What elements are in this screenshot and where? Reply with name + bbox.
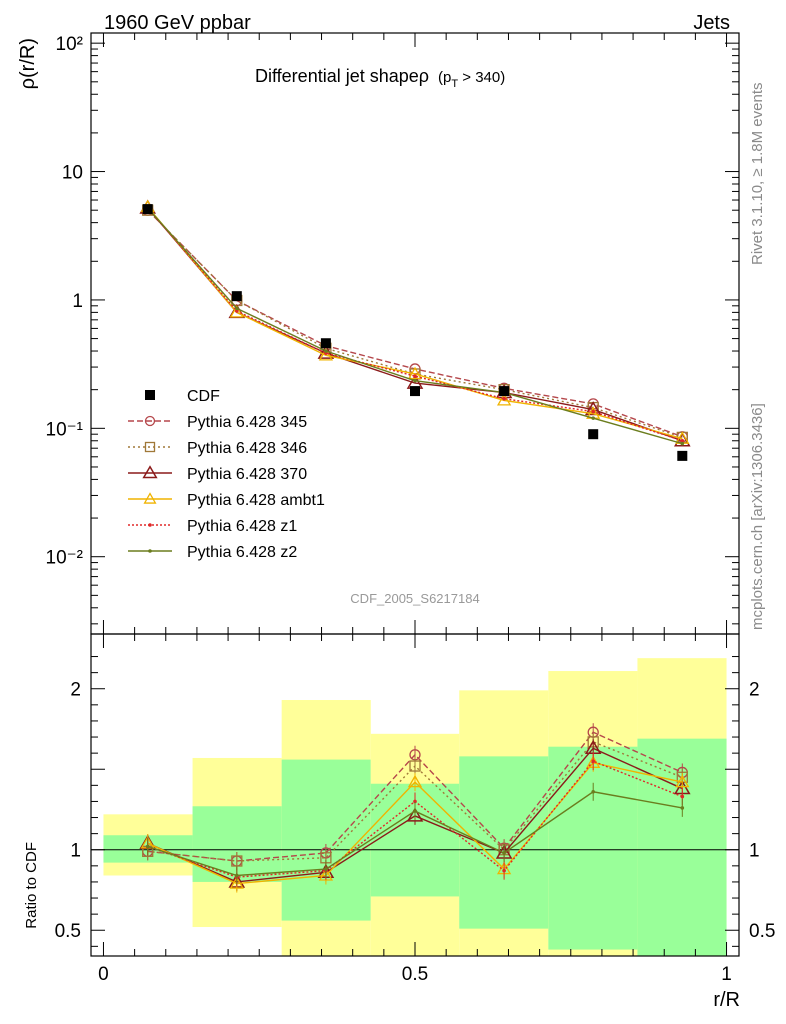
ratio-series-point: [591, 789, 595, 794]
ratio-series-point: [318, 868, 334, 881]
process-label: Jets: [693, 12, 730, 34]
legend-label: Pythia 6.428 346: [187, 440, 307, 457]
legend-marker: [143, 492, 157, 504]
ratio-series-point: [406, 807, 424, 822]
ratio-series-point: [680, 806, 685, 810]
energy-label: 1960 GeV ppbar: [104, 12, 251, 34]
series-line: [147, 209, 683, 438]
series-point: [584, 401, 602, 416]
cdf-data-point: [410, 386, 420, 397]
ratio-series-point: [235, 873, 239, 878]
ratio-series: [139, 723, 691, 893]
ratio-y-tick-label-right: 1: [749, 841, 760, 862]
series-point: [229, 305, 244, 318]
x-tick-label: 1: [721, 964, 732, 985]
series-point: [235, 309, 239, 313]
legend-marker: [144, 415, 156, 427]
series-point: [324, 349, 328, 353]
chart-title: Differential jet shapeρ (pT > 340): [255, 66, 505, 90]
y-tick-label: 1: [72, 291, 83, 312]
x-tick-label: 0: [98, 964, 109, 985]
cdf-data-point: [588, 429, 599, 440]
legend: CDF Pythia 6.428 345 Pythia 6.428 346 Pythi…: [128, 388, 325, 561]
series-line: [147, 209, 683, 439]
ratio-series-point: [229, 876, 244, 889]
chart-title-sub: (p: [438, 69, 451, 86]
series-point: [680, 438, 685, 443]
ratio-series-point: [231, 855, 243, 867]
ratio-series-point: [145, 844, 150, 849]
ratio-series-point: [407, 774, 423, 788]
series-point: [591, 409, 595, 414]
series-point: [318, 348, 334, 361]
legend-label: Pythia 6.428 z1: [187, 518, 297, 535]
chart-title-main: Differential jet shapeρ: [255, 66, 429, 86]
ratio-series-point: [324, 867, 328, 871]
legend-marker: [148, 549, 152, 553]
green-band: [281, 759, 371, 921]
series-point: [235, 306, 239, 311]
series-point: [591, 416, 595, 420]
cdf-data-point: [320, 338, 331, 349]
cdf-data-point: [142, 204, 153, 215]
main-y-axis-title: ρ(r/R): [17, 38, 39, 89]
y-tick-label: 10: [62, 163, 83, 184]
mcplots-label: mcplots.cern.ch [arXiv:1306.3436]: [749, 403, 766, 630]
y-tick-label: 10²: [56, 34, 83, 55]
series-point: [407, 366, 423, 380]
cdf-data-point: [499, 386, 510, 397]
series-point: [413, 378, 417, 383]
legend-label: Pythia 6.428 345: [187, 414, 307, 431]
axes: 10⁻² 10⁻¹ 1 10 10² 0.5 0.5 1 1 2 2 0 0.5 1: [46, 32, 775, 985]
ratio-series-point: [413, 799, 417, 804]
green-band: [548, 746, 638, 950]
chart-title-sub-t: T: [451, 78, 458, 90]
legend-label: Pythia 6.428 ambt1: [187, 492, 325, 509]
ratio-series-point: [502, 851, 506, 855]
series-line: [147, 207, 683, 442]
ratio-series-point: [413, 809, 417, 813]
x-axis-title: r/R: [713, 989, 740, 1011]
ratio-y-tick-label-right: 0.5: [749, 921, 775, 942]
cdf-data-point: [677, 450, 688, 461]
y-tick-label: 10⁻²: [46, 548, 84, 569]
main-series: [139, 199, 691, 461]
rivet-version-label: Rivet 3.1.10, ≥ 1.8M events: [749, 83, 766, 266]
ratio-series-point: [409, 760, 421, 772]
series-line: [147, 207, 683, 442]
series-point: [680, 441, 685, 446]
legend-label: Pythia 6.428 z2: [187, 544, 297, 561]
x-tick-label: 0.5: [402, 964, 428, 985]
ratio-y-tick-label: 2: [70, 680, 81, 701]
legend-marker: [148, 523, 152, 527]
legend-marker-cdf: [145, 390, 155, 400]
series-line: [147, 207, 683, 445]
legend-marker: [144, 441, 156, 453]
ratio-y-tick-label: 0.5: [55, 921, 81, 942]
chart-title-sub-rest: > 340): [458, 69, 505, 86]
ratio-series-point: [502, 868, 506, 873]
series-point: [413, 374, 417, 378]
y-tick-label: 10⁻¹: [46, 419, 84, 440]
ratio-series-point: [591, 759, 595, 763]
legend-label: CDF: [187, 388, 220, 405]
analysis-id-label: CDF_2005_S6217184: [350, 591, 479, 606]
legend-marker: [142, 465, 158, 479]
ratio-series-point: [675, 774, 690, 788]
legend-label: Pythia 6.428 370: [187, 466, 307, 483]
ratio-series-point: [680, 794, 685, 799]
series-point: [502, 396, 506, 401]
ratio-y-axis-title: Ratio to CDF: [23, 842, 40, 929]
ratio-y-tick-label: 1: [70, 841, 81, 862]
series-line: [147, 206, 683, 440]
cdf-data-point: [231, 291, 242, 302]
ratio-y-tick-label-right: 2: [749, 680, 760, 701]
